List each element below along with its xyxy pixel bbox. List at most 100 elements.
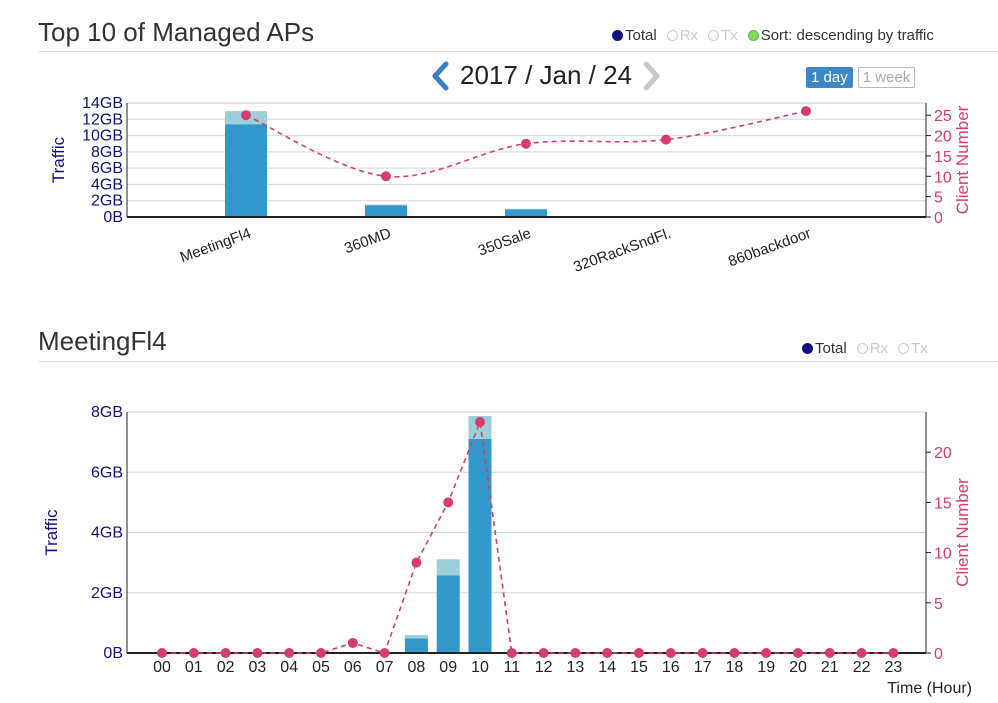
next-day-chevron-icon[interactable] <box>640 61 662 91</box>
detail-legend-total-label: Total <box>815 340 847 357</box>
radio-selected-icon <box>802 343 813 354</box>
traffic-bar <box>468 438 492 653</box>
x-tick-label: 20 <box>789 659 807 676</box>
client-number-point <box>570 648 581 658</box>
y2-tick-label: 5 <box>934 596 943 613</box>
legend-rx-radio[interactable]: Rx <box>666 27 699 44</box>
y-tick-label: 14GB <box>82 95 123 112</box>
top-aps-title: Top 10 of Managed APs <box>38 17 315 47</box>
y-tick-label: 4GB <box>91 176 123 193</box>
detail-title-divider <box>38 361 998 362</box>
client-number-point <box>316 648 326 658</box>
detail-legend-tx-label: Tx <box>911 340 928 357</box>
y-tick-label: 0B <box>103 209 123 226</box>
y2-tick-label: 10 <box>934 546 952 563</box>
y-tick-label: 6GB <box>91 160 123 177</box>
client-number-point <box>824 648 835 658</box>
x-tick-label: 07 <box>376 659 394 676</box>
one-day-button[interactable]: 1 day <box>806 67 853 88</box>
client-number-point <box>506 648 517 658</box>
y2-axis-title: Client Number <box>953 478 972 587</box>
traffic-bar-top <box>365 204 407 206</box>
detail-legend-total-radio[interactable]: Total <box>802 340 847 357</box>
radio-empty-icon <box>708 30 720 41</box>
client-number-point <box>241 110 251 121</box>
traffic-bar <box>404 638 428 653</box>
client-number-point <box>220 648 231 658</box>
client-number-point <box>381 171 391 182</box>
y-tick-label: 0B <box>103 645 123 662</box>
previous-day-chevron-icon[interactable] <box>430 61 452 91</box>
x-category-label: 320RackSndFl. <box>571 225 673 276</box>
x-tick-label: 02 <box>217 659 235 676</box>
client-number-point <box>602 648 613 658</box>
client-number-point <box>761 648 772 658</box>
x-tick-label: 17 <box>694 659 712 676</box>
x-tick-label: 09 <box>439 659 457 676</box>
y-tick-label: 8GB <box>91 144 123 161</box>
x-tick-label: 16 <box>662 659 680 676</box>
sort-status-icon <box>747 30 759 41</box>
y2-tick-label: 0 <box>934 210 943 227</box>
client-number-point <box>856 648 867 658</box>
detail-legend-rx-radio[interactable]: Rx <box>856 340 888 357</box>
client-number-point <box>888 648 899 658</box>
client-number-point <box>634 648 644 658</box>
client-number-point <box>801 106 811 117</box>
traffic-bar <box>225 124 267 217</box>
y2-tick-label: 20 <box>934 445 952 462</box>
one-week-button[interactable]: 1 week <box>857 67 916 88</box>
client-number-point <box>284 648 295 658</box>
legend-total-radio[interactable]: Total <box>612 27 657 44</box>
client-number-point <box>379 648 390 658</box>
x-tick-label: 10 <box>471 659 489 676</box>
x-tick-label: 08 <box>408 659 426 676</box>
x-category-label: 360MD <box>342 225 393 258</box>
radio-empty-icon <box>666 30 678 41</box>
x-tick-label: 23 <box>885 659 903 676</box>
client-number-point <box>188 648 199 658</box>
legend-tx-radio[interactable]: Tx <box>708 27 738 44</box>
client-number-point <box>521 138 531 149</box>
x-tick-label: 18 <box>726 659 744 676</box>
x-category-label: MeetingFl4 <box>178 225 254 266</box>
sort-toggle[interactable]: Sort: descending by traffic <box>747 27 934 44</box>
traffic-bar-top <box>404 635 428 639</box>
y-tick-label: 2GB <box>91 193 123 210</box>
x-tick-label: 14 <box>598 659 616 676</box>
y2-tick-label: 15 <box>934 495 952 512</box>
x-tick-label: 01 <box>185 659 203 676</box>
y-tick-label: 8GB <box>91 404 123 421</box>
client-number-point <box>538 648 549 658</box>
x-tick-label: 13 <box>567 659 585 676</box>
x-tick-label: 19 <box>757 659 775 676</box>
x-tick-label: 04 <box>280 659 298 676</box>
x-tick-label: 00 <box>153 659 171 676</box>
client-number-line <box>162 418 894 654</box>
legend-tx-label: Tx <box>721 27 738 44</box>
y-tick-label: 2GB <box>91 585 123 602</box>
y-tick-label: 6GB <box>91 464 123 481</box>
client-number-point <box>347 637 358 648</box>
top-chart-legend: Total Rx Tx Sort: descending by traffic <box>612 27 934 44</box>
radio-selected-icon <box>612 30 623 41</box>
detail-legend-tx-radio[interactable]: Tx <box>898 340 928 357</box>
legend-rx-label: Rx <box>679 27 699 44</box>
y2-axis-title: Client Number <box>953 105 972 214</box>
y2-tick-label: 0 <box>934 646 943 663</box>
client-number-point <box>729 648 740 658</box>
x-tick-label: 06 <box>344 659 362 676</box>
traffic-bar-top <box>436 559 460 576</box>
y-tick-label: 4GB <box>91 525 123 542</box>
y2-tick-label: 20 <box>934 129 952 146</box>
y2-tick-label: 10 <box>934 169 952 186</box>
client-number-point <box>157 648 167 658</box>
x-axis-title: Time (Hour) <box>887 680 972 697</box>
radio-empty-icon <box>898 343 910 354</box>
y2-tick-label: 5 <box>934 190 943 207</box>
client-number-point <box>661 134 671 145</box>
date-navigator: 2017 / Jan / 24 <box>430 60 662 91</box>
x-category-label: 350Sale <box>476 225 534 260</box>
